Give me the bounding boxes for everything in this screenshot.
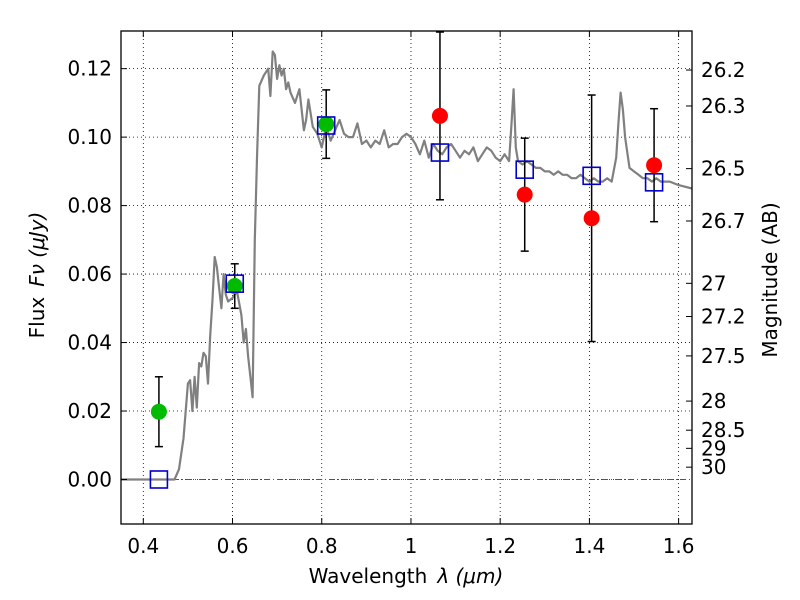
y-tick-label: 0.06	[67, 262, 112, 286]
y-axis-label: Flux Fν (μJy)	[25, 212, 49, 339]
y-tick-label: 0.10	[67, 125, 112, 149]
x-tick-label: 1.6	[663, 534, 695, 558]
x-tick-label: 0.8	[306, 534, 338, 558]
x-tick-label: 1	[405, 534, 418, 558]
magnitude-axis-label: Magnitude (AB)	[758, 202, 782, 357]
magnitude-tick-label: 26.2	[701, 58, 746, 82]
model-bandpass-point	[644, 173, 664, 192]
x-tick-label: 0.4	[127, 534, 159, 558]
model-bandpass-point	[316, 116, 336, 135]
magnitude-tick-label: 29	[701, 436, 726, 460]
y-tick-label: 0.08	[67, 194, 112, 218]
model-bandpass-point	[515, 160, 535, 179]
x-axis-label-text: Wavelength	[309, 564, 428, 588]
x-tick-label: 1.4	[573, 534, 605, 558]
x-tick-label: 1.2	[484, 534, 516, 558]
model-bandpass-point	[149, 470, 169, 489]
model-spectrum-layer	[121, 50, 693, 481]
optical-data-point	[150, 403, 167, 420]
magnitude-tick-label: 27.2	[701, 305, 746, 329]
infrared-data-point	[646, 157, 663, 174]
magnitude-tick-label: 26.3	[701, 94, 746, 118]
plot-frame	[120, 30, 693, 525]
y-tick-label: 0.12	[67, 57, 112, 81]
model-bandpass-point	[582, 166, 601, 186]
infrared-points	[431, 107, 663, 227]
infrared-data-point	[516, 186, 533, 203]
infrared-data-point	[431, 107, 448, 124]
x-axis-label-math: λ (μm)	[436, 564, 503, 588]
y-tick-label: 0.04	[67, 331, 112, 355]
x-axis-label: Wavelength λ (μm)	[309, 564, 504, 588]
magnitude-tick-label: 27	[701, 271, 726, 295]
magnitude-tick-label: 28	[701, 389, 726, 413]
model-bandpass-point	[430, 143, 450, 162]
magnitude-tick-label: 26.7	[701, 209, 746, 233]
model-bandpass-points	[149, 116, 664, 489]
magnitude-tick-label: 28.5	[701, 418, 746, 442]
optical-data-point	[318, 116, 335, 133]
x-tick-label: 0.6	[217, 534, 249, 558]
y-axis-label-math: Fν (μJy)	[25, 212, 49, 287]
optical-points	[150, 116, 335, 420]
magnitude-tick-label: 26.5	[701, 157, 746, 181]
magnitude-tick-label: 27.5	[701, 344, 746, 368]
x-axis-ticks: 0.4 0.6 0.8 1 1.2 1.4 1.6	[127, 31, 695, 558]
y-tick-label: 0.00	[67, 467, 112, 491]
infrared-data-point	[583, 210, 600, 227]
magnitude-tick-label: 30	[701, 455, 726, 479]
model-spectrum-line	[121, 50, 693, 481]
y-axis-ticks: 0.00 0.02 0.04 0.06 0.08 0.10 0.12	[67, 57, 127, 491]
model-bandpass-point	[225, 274, 245, 293]
y-axis-label-text: Flux	[25, 297, 49, 339]
y-tick-label: 0.02	[67, 399, 112, 423]
optical-data-point	[226, 278, 243, 295]
